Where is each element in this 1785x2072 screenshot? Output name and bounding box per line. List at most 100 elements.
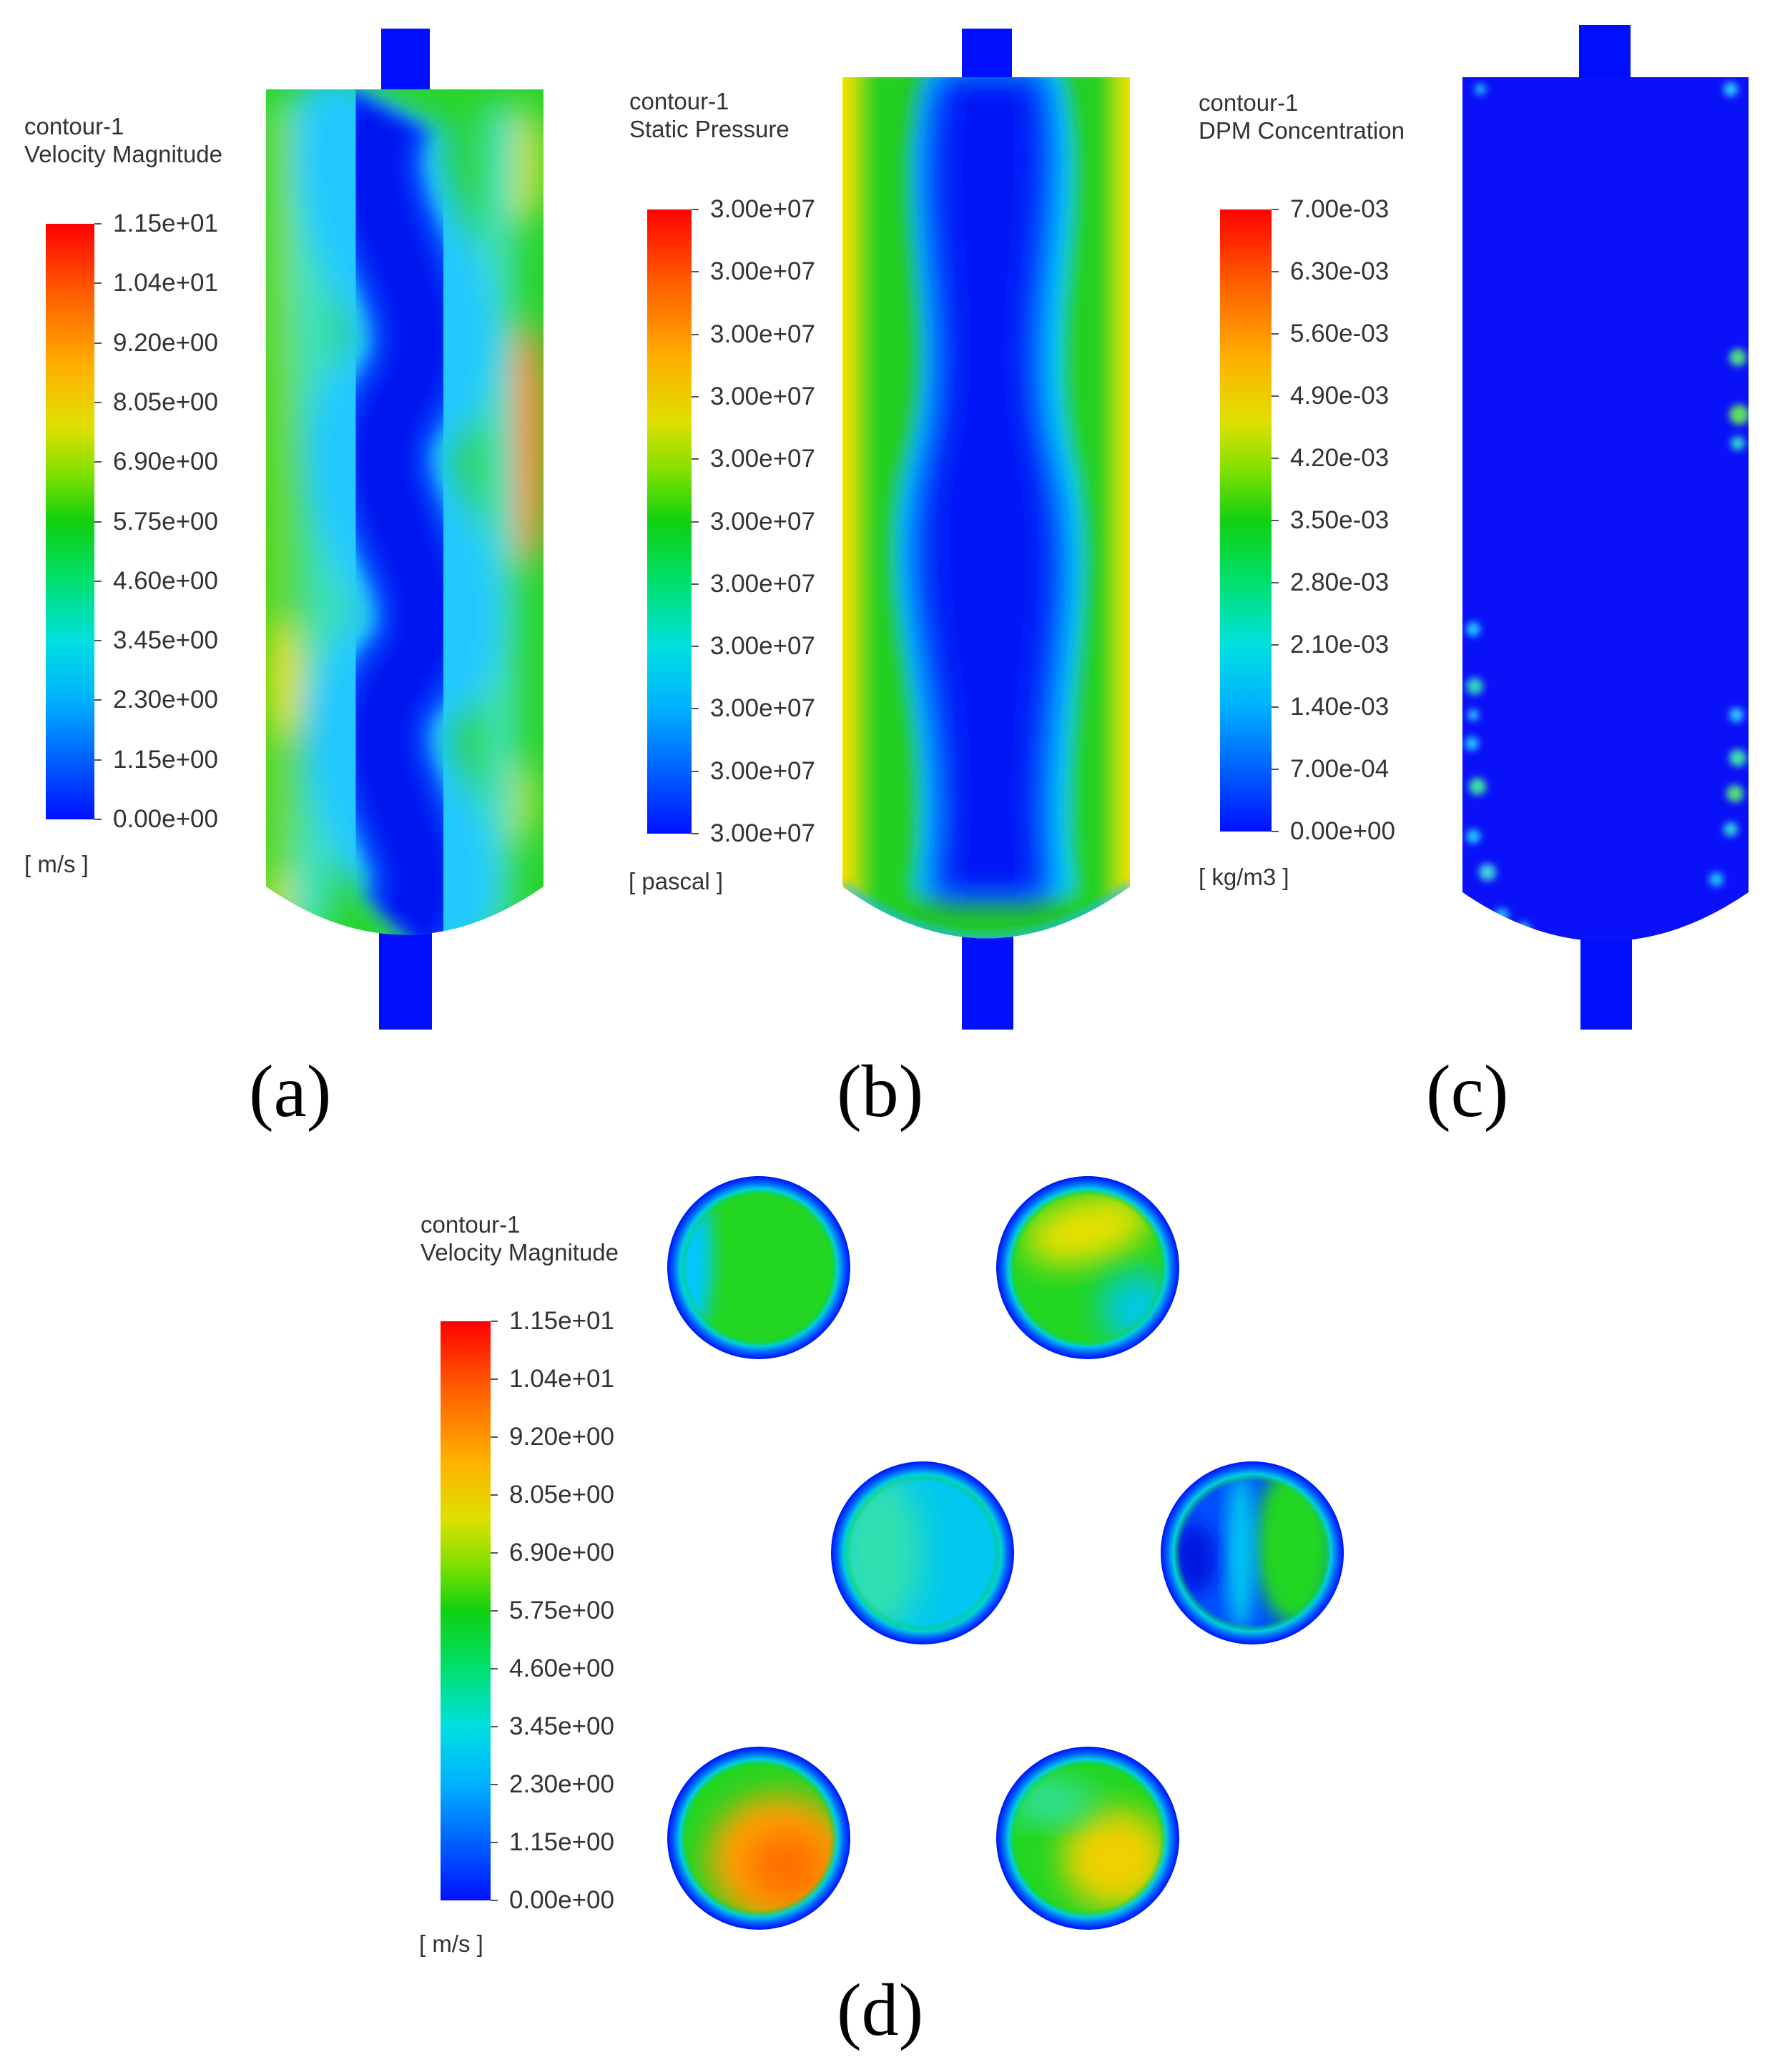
colorbar-tick-label: 2.30e+00	[509, 1770, 614, 1798]
colorbar-tick-label: 1.15e+01	[113, 209, 218, 237]
colorbar-c	[1220, 209, 1272, 832]
legend-title-line-1: contour-1	[24, 113, 124, 139]
colorbar-tick-label: 3.00e+07	[710, 819, 815, 847]
legend-title-line-1: contour-1	[1199, 89, 1299, 116]
colorbar-tick-mark	[692, 395, 699, 398]
colorbar-tick-label: 3.00e+07	[710, 632, 815, 661]
panel-label-c: (c)	[1426, 1050, 1509, 1133]
colorbar-tick-mark	[94, 342, 102, 344]
colorbar-tick-label: 3.00e+07	[710, 756, 815, 785]
panel-label-a: (a)	[249, 1050, 332, 1133]
colorbar-tick-label: 2.80e-03	[1290, 568, 1390, 596]
colorbar-tick-mark	[94, 640, 102, 642]
colorbar-tick-mark	[94, 461, 102, 463]
colorbar-tick-mark	[94, 401, 102, 403]
colorbar-tick-label: 3.00e+07	[710, 195, 815, 223]
colorbar-tick-label: 3.00e+07	[710, 569, 815, 598]
colorbar-tick-label: 9.20e+00	[509, 1423, 614, 1451]
cross-section-5	[667, 1747, 850, 1930]
colorbar-tick-label: 0.00e+00	[509, 1886, 614, 1914]
colorbar-tick-label: 1.15e+00	[509, 1828, 614, 1856]
cross-section-4	[1161, 1461, 1344, 1644]
colorbar-tick-mark	[491, 1494, 498, 1496]
colorbar-tick-label: 6.90e+00	[509, 1539, 614, 1567]
colorbar-tick-mark	[94, 699, 102, 701]
colorbar-tick-mark	[692, 583, 699, 585]
colorbar-tick-label: 4.60e+00	[113, 566, 218, 595]
colorbar-tick-label: 5.75e+00	[113, 507, 218, 536]
colorbar-tick-label: 7.00e-03	[1290, 195, 1390, 223]
colorbar-tick-label: 0.00e+00	[113, 805, 218, 833]
colorbar-tick-mark	[692, 458, 699, 460]
legend-title-line-2: Velocity Magnitude	[421, 1239, 619, 1266]
colorbar-tick-mark	[491, 1726, 498, 1727]
colorbar-tick-label: 3.00e+07	[710, 694, 815, 723]
colorbar-tick-mark	[491, 1784, 498, 1785]
legend-title-line-1: contour-1	[421, 1211, 521, 1238]
colorbar-tick-label: 3.00e+07	[710, 257, 815, 286]
colorbar-b	[647, 209, 692, 834]
colorbar-tick-mark	[491, 1900, 498, 1901]
colorbar-tick-label: 2.10e-03	[1290, 631, 1390, 658]
colorbar-tick-mark	[491, 1552, 498, 1554]
colorbar-tick-mark	[491, 1842, 498, 1843]
colorbar-tick-mark	[491, 1668, 498, 1669]
colorbar-tick-label: 3.00e+07	[710, 445, 815, 473]
legend-title-a: contour-1 Velocity Magnitude	[24, 112, 222, 168]
colorbar-tick-mark	[692, 521, 699, 523]
colorbar-d	[441, 1321, 491, 1900]
colorbar-tick-label: 5.60e-03	[1290, 320, 1390, 347]
colorbar-tick-label: 5.75e+00	[509, 1597, 614, 1624]
colorbar-tick-mark	[94, 521, 102, 523]
colorbar-tick-label: 1.40e-03	[1290, 693, 1390, 721]
units-a: [ m/s ]	[24, 851, 89, 877]
colorbar-tick-label: 1.04e+01	[509, 1365, 614, 1393]
colorbar-tick-mark	[692, 209, 699, 210]
units-c: [ kg/m3 ]	[1199, 864, 1289, 890]
cross-section-1	[667, 1176, 850, 1359]
colorbar-tick-mark	[94, 580, 102, 582]
colorbar-tick-label: 6.90e+00	[113, 448, 218, 476]
colorbar-tick-label: 7.00e-04	[1290, 755, 1390, 783]
colorbar-tick-label: 0.00e+00	[1290, 817, 1395, 845]
colorbar-tick-mark	[94, 759, 102, 761]
colorbar-tick-mark	[1272, 769, 1279, 770]
colorbar-tick-label: 1.15e+01	[509, 1307, 614, 1335]
cross-section-2	[996, 1176, 1179, 1359]
units-d: [ m/s ]	[419, 1930, 483, 1957]
colorbar-tick-mark	[491, 1378, 498, 1380]
colorbar-tick-mark	[1272, 582, 1279, 583]
colorbar-tick-mark	[491, 1321, 498, 1322]
colorbar-tick-mark	[692, 770, 699, 772]
colorbar-tick-label: 9.20e+00	[113, 328, 218, 357]
colorbar-tick-label: 8.05e+00	[509, 1481, 614, 1509]
colorbar-tick-mark	[692, 271, 699, 273]
colorbar-tick-label: 4.90e-03	[1290, 382, 1390, 410]
colorbar-tick-mark	[491, 1436, 498, 1438]
vessel-b	[842, 29, 1130, 1030]
colorbar-a	[46, 224, 94, 819]
colorbar-tick-label: 1.04e+01	[113, 269, 218, 297]
colorbar-tick-label: 6.30e-03	[1290, 257, 1390, 285]
cross-section-6	[996, 1747, 1179, 1930]
colorbar-tick-label: 3.50e-03	[1290, 506, 1390, 534]
colorbar-tick-label: 3.45e+00	[509, 1712, 614, 1740]
colorbar-tick-mark	[1272, 395, 1279, 397]
colorbar-tick-label: 3.00e+07	[710, 382, 815, 410]
colorbar-tick-mark	[1272, 271, 1279, 272]
colorbar-tick-label: 3.00e+07	[710, 320, 815, 348]
colorbar-tick-mark	[1272, 520, 1279, 521]
colorbar-tick-mark	[491, 1610, 498, 1612]
colorbar-tick-mark	[692, 833, 699, 834]
colorbar-tick-label: 4.20e-03	[1290, 444, 1390, 472]
colorbar-tick-mark	[692, 333, 699, 335]
legend-title-b: contour-1 Static Pressure	[629, 87, 790, 143]
cross-section-3	[831, 1461, 1014, 1644]
colorbar-tick-label: 4.60e+00	[509, 1654, 614, 1682]
colorbar-tick-mark	[692, 646, 699, 648]
colorbar-tick-mark	[692, 708, 699, 710]
colorbar-tick-label: 8.05e+00	[113, 388, 218, 416]
legend-title-line-2: Static Pressure	[629, 116, 790, 142]
vessel-a	[266, 29, 544, 1030]
